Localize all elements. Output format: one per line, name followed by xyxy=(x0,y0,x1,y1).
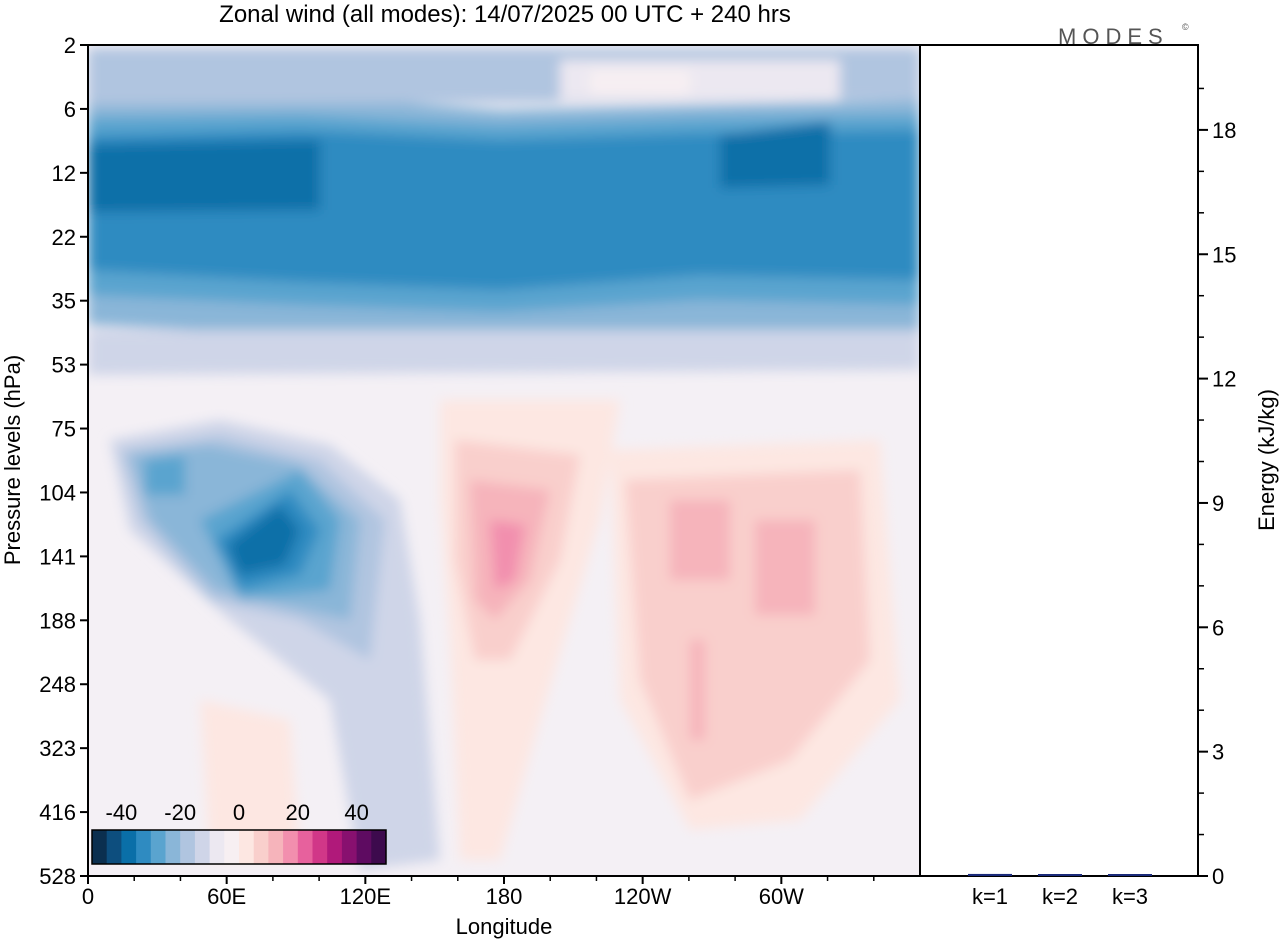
colorbar-swatch xyxy=(356,830,372,864)
y-axis-label: Pressure levels (hPa) xyxy=(0,355,25,565)
longitude-axis: 0 60E 120E 180 120W 60W xyxy=(82,876,875,909)
pressure-tick-label: 35 xyxy=(52,289,76,314)
energy-panel-frame xyxy=(919,44,1199,877)
colorbar-swatch xyxy=(297,830,313,864)
colorbar-swatch xyxy=(150,830,166,864)
energy-tick-label: 9 xyxy=(1212,491,1224,516)
easterly-maximum xyxy=(110,420,440,870)
colorbar-swatch xyxy=(268,830,284,864)
pressure-tick-label: 22 xyxy=(52,225,76,250)
colorbar-swatch xyxy=(283,830,299,864)
colorbar-swatch xyxy=(165,830,181,864)
pressure-tick-label: 248 xyxy=(39,672,76,697)
longitude-tick-label: 180 xyxy=(486,884,523,909)
colorbar-tick-label: 0 xyxy=(233,800,245,825)
colorbar-swatch xyxy=(371,830,387,864)
pressure-tick-label: 188 xyxy=(39,608,76,633)
energy-bars: k=1 k=2 k=3 xyxy=(968,873,1152,909)
pressure-tick-label: 12 xyxy=(52,161,76,186)
pressure-tick-label: 2 xyxy=(64,33,76,58)
pressure-tick-label: 53 xyxy=(52,353,76,378)
colorbar-swatch xyxy=(106,830,122,864)
longitude-tick-label: 120W xyxy=(614,884,672,909)
heatmap-area xyxy=(88,45,920,876)
colorbar-swatch xyxy=(92,830,108,864)
pressure-tick-label: 75 xyxy=(52,417,76,442)
colorbar-swatch xyxy=(180,830,196,864)
pressure-tick-label: 104 xyxy=(39,480,76,505)
westerly-regions xyxy=(200,400,900,860)
colorbar-tick-label: -20 xyxy=(164,800,196,825)
colorbar-swatch xyxy=(224,830,240,864)
pressure-tick-label: 141 xyxy=(39,544,76,569)
energy-axis-label: Energy (kJ/kg) xyxy=(1254,389,1279,531)
longitude-tick-label: 60E xyxy=(207,884,246,909)
copyright-mark: © xyxy=(1182,22,1189,32)
energy-category-label: k=3 xyxy=(1112,884,1148,909)
energy-bar xyxy=(1108,874,1152,876)
colorbar-frame xyxy=(91,829,387,865)
easterly-band xyxy=(88,48,920,375)
colorbar-swatch xyxy=(194,830,211,864)
colorbar-swatch xyxy=(121,830,137,864)
pressure-tick-label: 323 xyxy=(39,736,76,761)
colorbar-swatch xyxy=(239,830,255,864)
pressure-tick-label: 416 xyxy=(39,800,76,825)
colorbar-swatch xyxy=(341,830,358,864)
colorbar-tick-label: -40 xyxy=(106,800,138,825)
longitude-tick-label: 0 xyxy=(82,884,94,909)
colorbar: -40 -20 0 20 40 xyxy=(91,800,387,865)
energy-tick-label: 6 xyxy=(1212,615,1224,640)
energy-tick-label: 15 xyxy=(1212,242,1236,267)
energy-bar xyxy=(1038,874,1082,876)
energy-tick-label: 18 xyxy=(1212,118,1236,143)
colorbar-tick-label: 40 xyxy=(344,800,368,825)
longitude-tick-label: 60W xyxy=(759,884,804,909)
energy-tick-label: 12 xyxy=(1212,367,1236,392)
colorbar-swatch xyxy=(312,830,328,864)
energy-tick-label: 0 xyxy=(1212,864,1224,889)
colorbar-swatch xyxy=(327,830,343,864)
pressure-axis: 2 6 12 22 35 53 75 104 141 188 248 323 416 528 xyxy=(39,33,88,889)
colorbar-swatch xyxy=(253,830,269,864)
energy-axis: 0 3 6 9 12 15 18 xyxy=(1198,87,1236,889)
energy-category-label: k=2 xyxy=(1042,884,1078,909)
energy-tick-label: 3 xyxy=(1212,740,1224,765)
pressure-tick-label: 528 xyxy=(39,864,76,889)
colorbar-tick-label: 20 xyxy=(286,800,310,825)
chart-title: Zonal wind (all modes): 14/07/2025 00 UT… xyxy=(219,1,791,28)
energy-bar xyxy=(968,873,1012,876)
longitude-tick-label: 120E xyxy=(340,884,391,909)
colorbar-swatch xyxy=(209,830,225,864)
pressure-tick-label: 6 xyxy=(64,97,76,122)
colorbar-swatch xyxy=(136,830,152,864)
x-axis-label: Longitude xyxy=(456,914,553,939)
energy-category-label: k=1 xyxy=(972,884,1008,909)
